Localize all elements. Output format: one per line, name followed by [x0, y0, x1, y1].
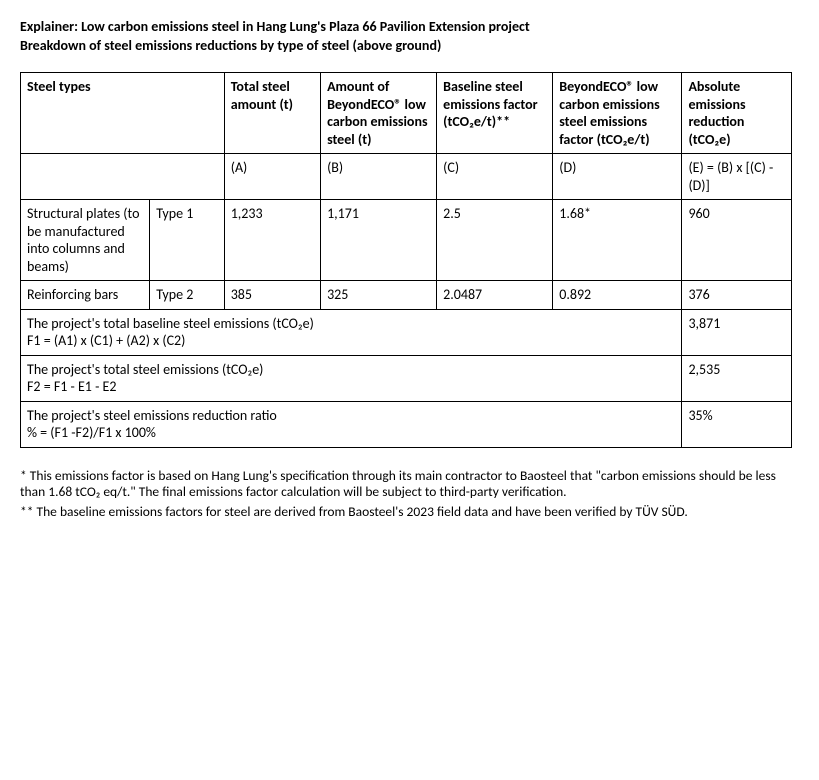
- col-total-amount: Total steel amount (t): [224, 73, 320, 154]
- table-label-row: (A) (B) (C) (D) (E) = (B) x [(C) - (D)]: [21, 154, 792, 200]
- label-E: (E) = (B) x [(C) - (D)]: [682, 154, 792, 200]
- summary-row-ratio: The project's steel emissions reduction …: [21, 401, 792, 447]
- cell-steel: Reinforcing bars: [21, 281, 150, 310]
- summary-total-value: 2,535: [682, 355, 792, 401]
- col-absolute-reduction: Absolute emissions reduction (tCO₂e): [682, 73, 792, 154]
- cell-E: 376: [682, 281, 792, 310]
- cell-E: 960: [682, 200, 792, 281]
- summary-row-baseline: The project's total baseline steel emiss…: [21, 309, 792, 355]
- table-row: Reinforcing bars Type 2 385 325 2.0487 0…: [21, 281, 792, 310]
- summary-ratio-label: The project's steel emissions reduction …: [21, 401, 682, 447]
- footnote-1: * This emissions factor is based on Hang…: [20, 468, 792, 502]
- cell-D: 0.892: [553, 281, 682, 310]
- cell-type: Type 1: [150, 200, 224, 281]
- steel-emissions-table: Steel types Total steel amount (t) Amoun…: [20, 72, 792, 448]
- page-title: Explainer: Low carbon emissions steel in…: [20, 18, 799, 35]
- cell-A: 1,233: [224, 200, 320, 281]
- footnote-2: ** The baseline emissions factors for st…: [20, 504, 792, 521]
- label-A: (A): [224, 154, 320, 200]
- cell-C: 2.5: [437, 200, 553, 281]
- summary-row-total: The project's total steel emissions (tCO…: [21, 355, 792, 401]
- cell-type: Type 2: [150, 281, 224, 310]
- cell-B: 1,171: [321, 200, 437, 281]
- summary-baseline-value: 3,871: [682, 309, 792, 355]
- col-baseline-factor: Baseline steel emissions factor (tCO₂e/t…: [437, 73, 553, 154]
- cell-C: 2.0487: [437, 281, 553, 310]
- summary-baseline-label: The project's total baseline steel emiss…: [21, 309, 682, 355]
- label-D: (D): [553, 154, 682, 200]
- summary-ratio-value: 35%: [682, 401, 792, 447]
- cell-A: 385: [224, 281, 320, 310]
- cell-steel: Structural plates (to be manufactured in…: [21, 200, 150, 281]
- cell-D: 1.68*: [553, 200, 682, 281]
- label-C: (C): [437, 154, 553, 200]
- footnotes: * This emissions factor is based on Hang…: [20, 468, 792, 522]
- page-subtitle: Breakdown of steel emissions reductions …: [20, 37, 799, 54]
- col-steel-types: Steel types: [21, 73, 225, 154]
- summary-total-label: The project's total steel emissions (tCO…: [21, 355, 682, 401]
- col-beyond-amount: Amount of BeyondECO® low carbon emission…: [321, 73, 437, 154]
- table-row: Structural plates (to be manufactured in…: [21, 200, 792, 281]
- label-B: (B): [321, 154, 437, 200]
- col-beyond-factor: BeyondECO® low carbon emissions steel em…: [553, 73, 682, 154]
- label-blank: [21, 154, 225, 200]
- cell-B: 325: [321, 281, 437, 310]
- table-header-row: Steel types Total steel amount (t) Amoun…: [21, 73, 792, 154]
